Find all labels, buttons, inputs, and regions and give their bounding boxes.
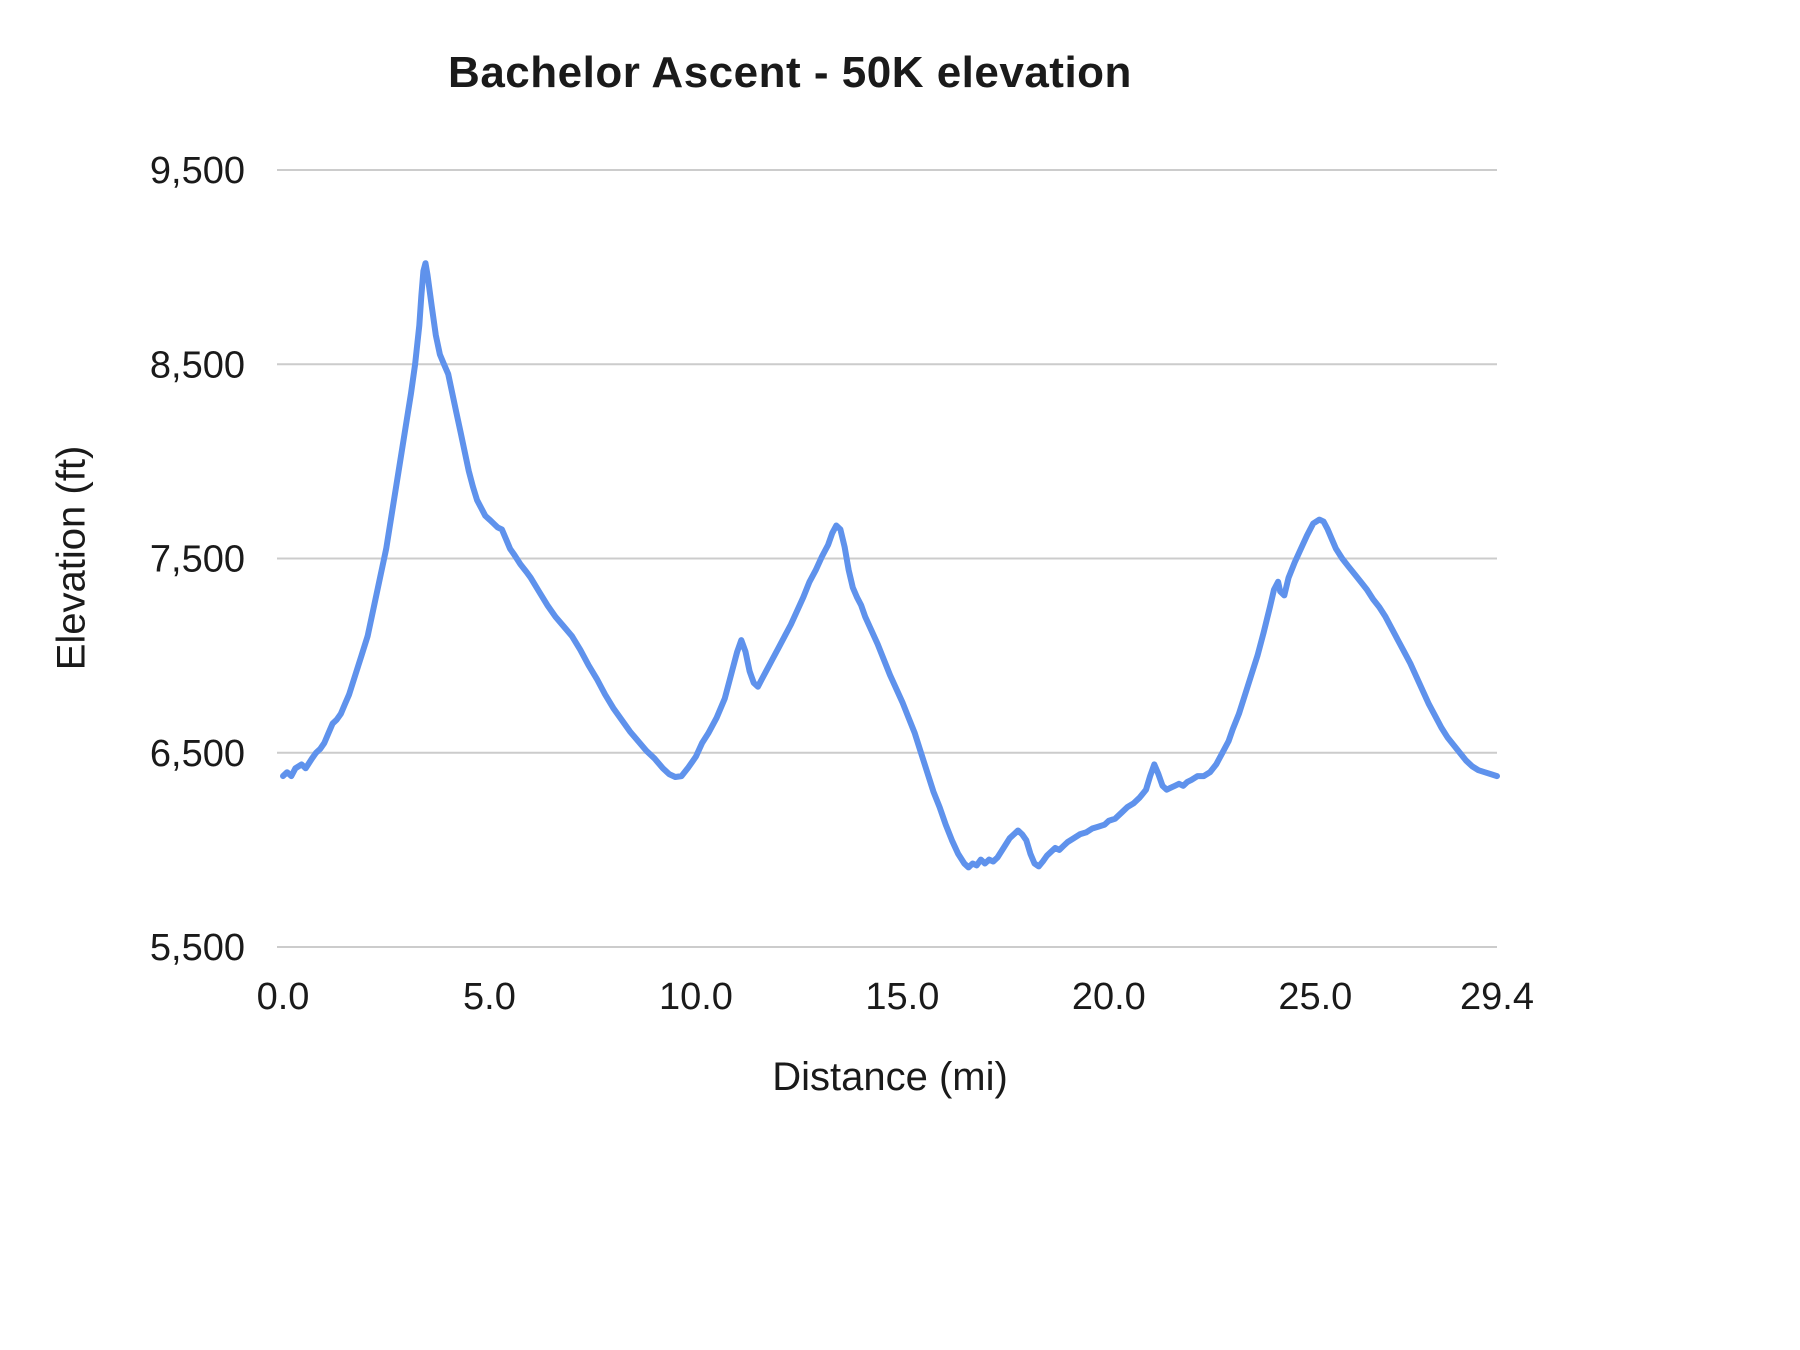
x-tick-label: 29.4 xyxy=(1460,976,1534,1018)
x-tick-label: 5.0 xyxy=(463,976,516,1018)
x-tick-label: 10.0 xyxy=(659,976,733,1018)
x-tick-label: 25.0 xyxy=(1278,976,1352,1018)
chart-title: Bachelor Ascent - 50K elevation xyxy=(448,48,1132,97)
x-tick-label: 0.0 xyxy=(257,976,310,1018)
x-tick-label: 20.0 xyxy=(1072,976,1146,1018)
y-tick-label: 5,500 xyxy=(150,927,245,969)
elevation-line xyxy=(280,260,1500,871)
x-tick-label: 15.0 xyxy=(865,976,939,1018)
y-tick-label: 7,500 xyxy=(150,539,245,581)
x-axis-title: Distance (mi) xyxy=(772,1055,1008,1099)
y-tick-label: 6,500 xyxy=(150,733,245,775)
y-tick-label: 8,500 xyxy=(150,344,245,386)
y-tick-label: 9,500 xyxy=(150,150,245,192)
